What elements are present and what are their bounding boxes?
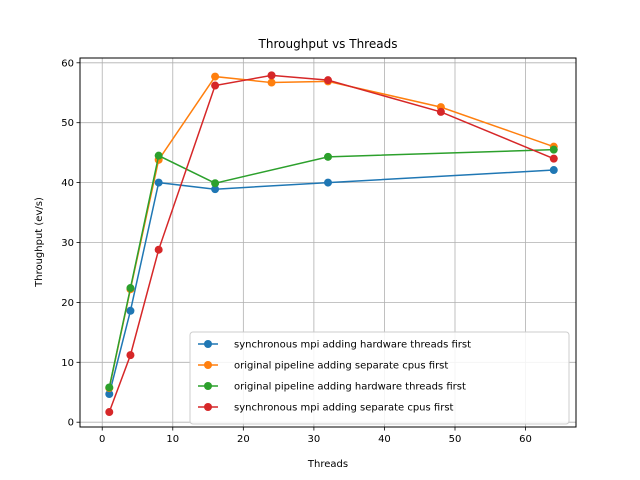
legend-swatch-marker xyxy=(204,361,212,369)
data-point xyxy=(126,284,135,293)
legend-item: synchronous mpi adding separate cpus fir… xyxy=(198,403,454,414)
data-point xyxy=(549,154,558,163)
x-tick-label: 60 xyxy=(519,434,532,445)
data-point xyxy=(267,71,276,80)
legend-item: original pipeline adding hardware thread… xyxy=(198,382,466,393)
data-point xyxy=(154,245,163,254)
series-layer xyxy=(105,71,558,417)
legend-swatch-marker xyxy=(204,340,212,348)
legend-swatch-marker xyxy=(204,403,212,411)
legend-item: original pipeline adding separate cpus f… xyxy=(198,361,448,372)
x-tick-label: 50 xyxy=(449,434,462,445)
x-axis-label: Threads xyxy=(307,459,348,470)
data-point xyxy=(154,178,163,187)
data-point xyxy=(324,76,332,85)
data-point xyxy=(126,351,135,360)
legend-label: original pipeline adding separate cpus f… xyxy=(234,361,448,372)
y-tick-label: 20 xyxy=(61,298,74,309)
y-tick-label: 60 xyxy=(61,58,74,69)
data-point xyxy=(105,390,114,399)
legend: synchronous mpi adding hardware threads … xyxy=(189,331,570,425)
ticks: 0 10 20 30 40 50 60 0 10 20 30 40 50 60 xyxy=(61,58,532,445)
y-tick-label: 40 xyxy=(61,178,74,189)
y-tick-label: 0 xyxy=(68,418,74,429)
series-line xyxy=(108,74,555,413)
x-tick-label: 40 xyxy=(378,434,391,445)
legend-item: synchronous mpi adding hardware threads … xyxy=(198,340,471,351)
series-1 xyxy=(105,166,558,399)
data-point xyxy=(105,408,114,417)
chart-title: Throughput vs Threads xyxy=(258,37,398,51)
x-tick-label: 10 xyxy=(166,434,179,445)
y-axis-label: Throughput (ev/s) xyxy=(34,197,45,288)
series-4 xyxy=(105,71,558,417)
y-tick-label: 30 xyxy=(61,238,74,249)
data-point xyxy=(549,166,558,175)
data-point xyxy=(154,151,163,160)
legend-label: synchronous mpi adding separate cpus fir… xyxy=(234,403,454,414)
data-point xyxy=(211,81,220,90)
y-tick-label: 10 xyxy=(61,358,74,369)
legend-box xyxy=(189,331,570,425)
grid xyxy=(80,58,576,427)
data-point xyxy=(267,78,276,87)
data-point xyxy=(126,306,135,315)
legend-label: original pipeline adding hardware thread… xyxy=(234,382,466,393)
data-point xyxy=(105,383,114,392)
x-tick-label: 20 xyxy=(237,434,250,445)
legend-swatch-marker xyxy=(204,382,212,390)
legend-label: synchronous mpi adding hardware threads … xyxy=(234,340,471,351)
data-point xyxy=(211,179,220,188)
x-tick-label: 0 xyxy=(99,434,105,445)
x-tick-label: 30 xyxy=(308,434,321,445)
series-line xyxy=(108,169,554,395)
data-point xyxy=(549,145,558,154)
data-point xyxy=(324,152,332,161)
data-point xyxy=(436,107,445,116)
y-tick-label: 50 xyxy=(61,118,74,129)
data-point xyxy=(211,185,220,194)
data-point xyxy=(324,178,332,187)
data-point xyxy=(211,72,220,81)
